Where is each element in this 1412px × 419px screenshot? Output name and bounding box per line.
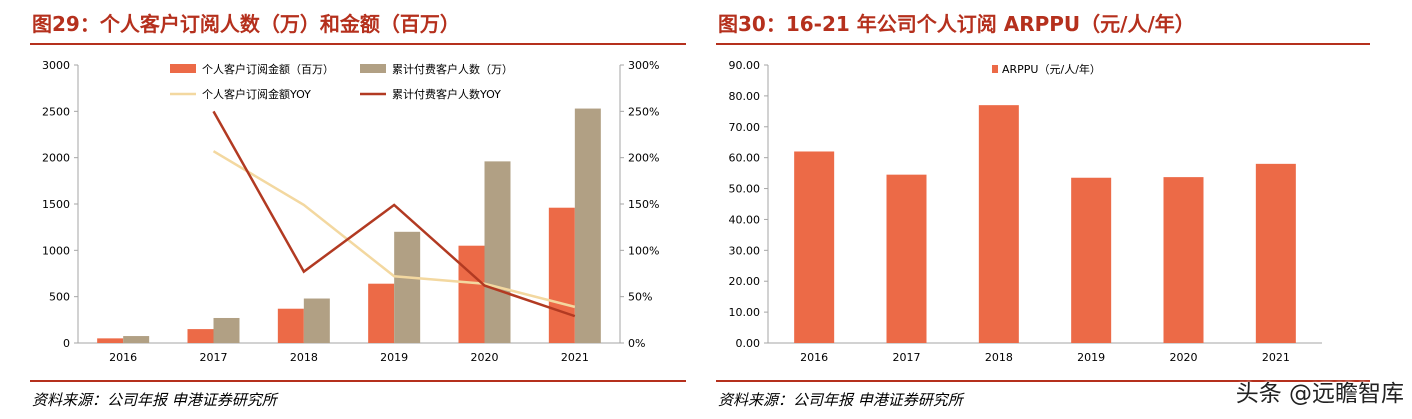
y-tick-label: 70.00 bbox=[729, 121, 761, 134]
y-tick-label: 60.00 bbox=[729, 152, 761, 165]
left-source-note: 资料来源：公司年报 申港证券研究所 bbox=[32, 391, 277, 409]
arppu-bar bbox=[1163, 177, 1204, 343]
x-tick-label: 2020 bbox=[471, 351, 499, 364]
amount-yoy-line bbox=[212, 150, 576, 309]
customers-bar bbox=[123, 336, 150, 343]
amount-bar bbox=[187, 329, 214, 343]
y-tick-label: 2500 bbox=[42, 105, 70, 118]
x-tick-label: 2021 bbox=[561, 351, 589, 364]
y-tick-label: 500 bbox=[49, 291, 70, 304]
y-tick-label: 3000 bbox=[42, 59, 70, 72]
customers-bar bbox=[574, 108, 601, 343]
y2-tick-label: 300% bbox=[628, 59, 659, 72]
amount-bar bbox=[458, 245, 485, 343]
y-tick-label: 2000 bbox=[42, 152, 70, 165]
x-tick-label: 2018 bbox=[290, 351, 318, 364]
subscription-chart: 0 500 1000 1500 2000 2500 3000 0% 50% 100% 150% 200… bbox=[42, 59, 659, 364]
customers-bar bbox=[213, 317, 240, 343]
customers-yoy-line bbox=[212, 110, 576, 318]
y-tick-label: 1500 bbox=[42, 198, 70, 211]
y-tick-label: 50.00 bbox=[729, 183, 761, 196]
x-tick-label: 2021 bbox=[1262, 351, 1290, 364]
amount-bar bbox=[97, 338, 124, 343]
right-figure-panel: 图30：16-21 年公司个人订阅 ARPPU（元/人/年） 0.00 10.00… bbox=[716, 0, 1370, 419]
legend-amount-yoy-label: 个人客户订阅金额YOY bbox=[202, 87, 311, 101]
y2-tick-label: 200% bbox=[628, 152, 659, 165]
legend-arppu-label: ARPPU（元/人/年） bbox=[1002, 62, 1101, 76]
arppu-bar bbox=[886, 174, 927, 343]
y-tick-label: 90.00 bbox=[729, 59, 761, 72]
left-source-rule bbox=[30, 380, 686, 382]
arppu-bar bbox=[1255, 163, 1296, 343]
watermark-text: 头条 @远瞻智库 bbox=[1235, 381, 1404, 407]
legend-customers-swatch bbox=[360, 64, 386, 73]
x-tick-label: 2019 bbox=[1077, 351, 1105, 364]
x-tick-label: 2016 bbox=[800, 351, 828, 364]
x-tick-label: 2020 bbox=[1170, 351, 1198, 364]
arppu-bar bbox=[794, 151, 835, 343]
y-tick-label: 40.00 bbox=[729, 213, 761, 226]
right-figure-title: 图30：16-21 年公司个人订阅 ARPPU（元/人/年） bbox=[718, 12, 1195, 36]
left-figure-panel: 图29：个人客户订阅人数（万）和金额（百万） 0 500 1000 1500 2000 2… bbox=[30, 0, 686, 419]
y2-tick-label: 50% bbox=[628, 291, 652, 304]
y-tick-label: 20.00 bbox=[729, 275, 761, 288]
x-tick-label: 2018 bbox=[985, 351, 1013, 364]
amount-bar bbox=[277, 308, 304, 343]
x-tick-label: 2016 bbox=[109, 351, 137, 364]
arppu-chart: 0.00 10.00 20.00 30.00 40.00 50.00 60.00 70.00 8… bbox=[729, 59, 1322, 364]
legend-amount-swatch bbox=[170, 64, 196, 73]
right-source-rule bbox=[716, 380, 1370, 382]
y2-tick-label: 100% bbox=[628, 244, 659, 257]
y-tick-label: 0 bbox=[63, 337, 70, 350]
customers-bar bbox=[303, 298, 330, 343]
left-figure-title: 图29：个人客户订阅人数（万）和金额（百万） bbox=[32, 12, 460, 36]
y-tick-label: 80.00 bbox=[729, 90, 761, 103]
y-tick-label: 30.00 bbox=[729, 244, 761, 257]
legend-customers-label: 累计付费客户人数（万） bbox=[392, 62, 513, 76]
right-source-note: 资料来源：公司年报 申港证券研究所 bbox=[718, 391, 963, 409]
arppu-bar bbox=[1071, 177, 1112, 343]
x-tick-label: 2019 bbox=[380, 351, 408, 364]
y2-tick-label: 0% bbox=[628, 337, 645, 350]
customers-bar bbox=[394, 231, 421, 343]
left-title-rule bbox=[30, 43, 686, 45]
legend-amount-label: 个人客户订阅金额（百万） bbox=[202, 62, 334, 76]
amount-bar bbox=[368, 283, 395, 343]
x-tick-label: 2017 bbox=[893, 351, 921, 364]
x-tick-label: 2017 bbox=[200, 351, 228, 364]
legend-customers-yoy-label: 累计付费客户人数YOY bbox=[392, 87, 501, 101]
y-tick-label: 1000 bbox=[42, 244, 70, 257]
arppu-bar bbox=[978, 105, 1019, 344]
y-tick-label: 10.00 bbox=[729, 306, 761, 319]
y2-tick-label: 250% bbox=[628, 105, 659, 118]
y-tick-label: 0.00 bbox=[736, 337, 761, 350]
customers-bar bbox=[484, 161, 511, 343]
legend-arppu-swatch bbox=[992, 65, 998, 73]
y2-tick-label: 150% bbox=[628, 198, 659, 211]
amount-bar bbox=[548, 207, 575, 343]
right-title-rule bbox=[716, 43, 1370, 45]
